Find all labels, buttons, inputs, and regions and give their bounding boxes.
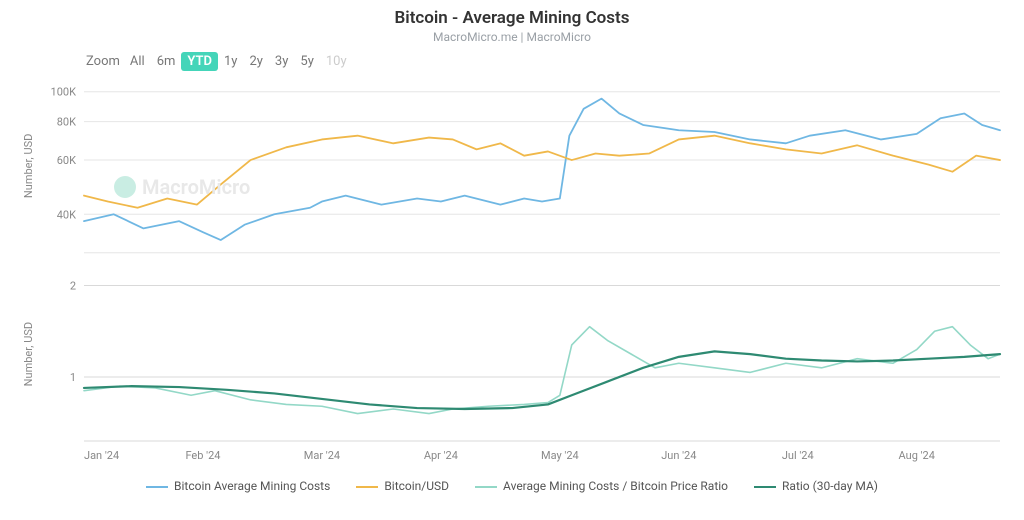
svg-text:Number, USD: Number, USD (22, 322, 35, 386)
legend-label: Average Mining Costs / Bitcoin Price Rat… (503, 479, 728, 493)
legend-item[interactable]: Ratio (30-day MA) (754, 479, 878, 493)
zoom-5y[interactable]: 5y (294, 52, 319, 71)
svg-text:60K: 60K (57, 154, 76, 167)
chart-svg: 40K 60K 80K 100K Number, USD 1 2 Number, USD Jan… (14, 75, 1010, 475)
svg-text:Mar '24: Mar '24 (304, 449, 340, 462)
zoom-1y[interactable]: 1y (218, 52, 243, 71)
series-mining (84, 99, 1000, 240)
zoom-6m[interactable]: 6m (151, 52, 182, 71)
svg-text:40K: 40K (57, 208, 76, 221)
zoom-all[interactable]: All (124, 52, 151, 71)
legend-swatch (754, 486, 776, 488)
svg-text:Number, USD: Number, USD (22, 134, 35, 198)
svg-text:Feb '24: Feb '24 (185, 449, 220, 462)
chart-title: Bitcoin - Average Mining Costs (14, 8, 1010, 28)
legend-item[interactable]: Bitcoin/USD (356, 479, 449, 493)
zoom-2y[interactable]: 2y (243, 52, 268, 71)
series-btcusd (84, 136, 1000, 208)
chart-canvas: MacroMicro 40K60K80K100KNumber, USD12Num… (14, 75, 1010, 475)
zoom-3y[interactable]: 3y (269, 52, 294, 71)
legend: Bitcoin Average Mining Costs Bitcoin/USD A… (14, 479, 1010, 493)
svg-text:80K: 80K (57, 116, 76, 129)
svg-text:2: 2 (70, 280, 76, 293)
legend-swatch (475, 486, 497, 488)
legend-item[interactable]: Bitcoin Average Mining Costs (146, 479, 330, 493)
zoom-ytd[interactable]: YTD (181, 52, 218, 71)
zoom-controls: Zoom All6mYTD1y2y3y5y10y (86, 54, 1010, 69)
svg-text:May '24: May '24 (541, 449, 579, 462)
chart-container: Bitcoin - Average Mining Costs MacroMicr… (0, 0, 1024, 520)
chart-subtitle: MacroMicro.me | MacroMicro (14, 30, 1010, 44)
zoom-label: Zoom (86, 54, 120, 69)
legend-item[interactable]: Average Mining Costs / Bitcoin Price Rat… (475, 479, 728, 493)
svg-text:Jul '24: Jul '24 (782, 449, 814, 462)
svg-text:100K: 100K (51, 86, 77, 99)
legend-swatch (146, 486, 168, 488)
legend-label: Bitcoin/USD (384, 479, 449, 493)
svg-text:Aug '24: Aug '24 (899, 449, 935, 462)
svg-text:Jun '24: Jun '24 (661, 449, 696, 462)
zoom-10y: 10y (320, 52, 353, 71)
legend-swatch (356, 486, 378, 488)
svg-text:1: 1 (70, 371, 76, 384)
svg-text:Jan '24: Jan '24 (84, 449, 119, 462)
series-ratio (84, 327, 1000, 414)
legend-label: Bitcoin Average Mining Costs (174, 479, 330, 493)
svg-text:Apr '24: Apr '24 (424, 449, 458, 462)
legend-label: Ratio (30-day MA) (782, 479, 878, 493)
